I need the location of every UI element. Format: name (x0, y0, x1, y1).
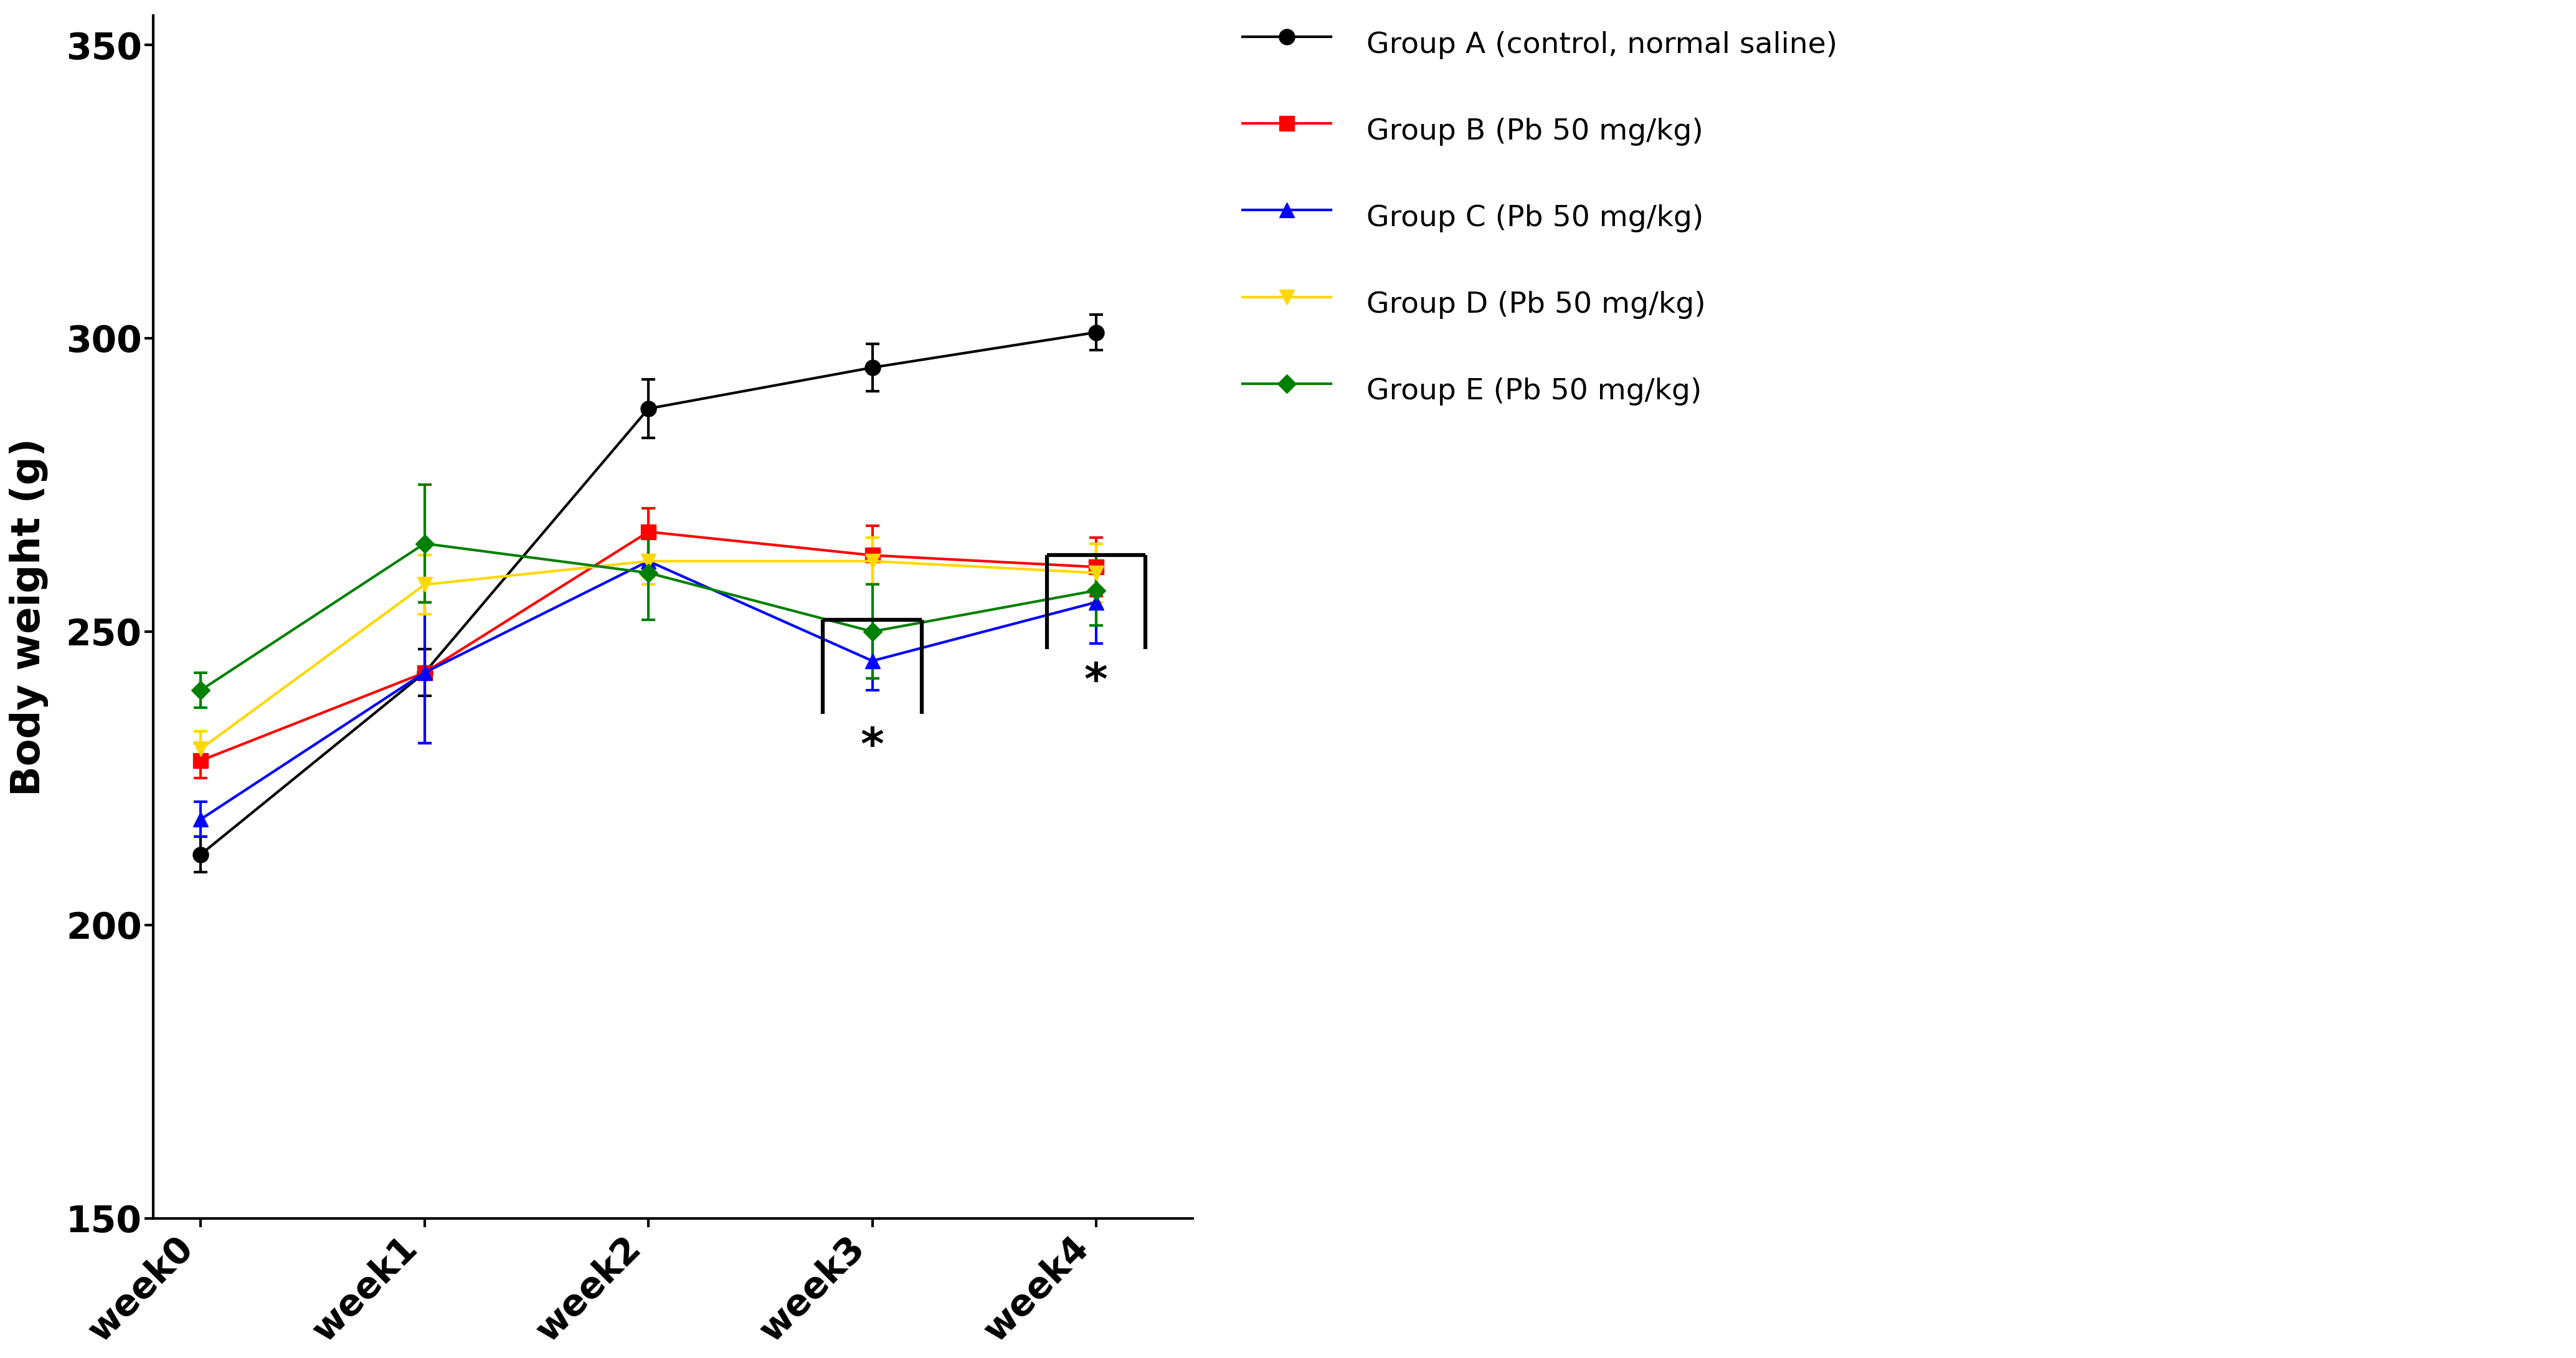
Legend: Group A (control, normal saline), Group B (Pb 50 mg/kg), Group C (Pb 50 mg/kg), : Group A (control, normal saline), Group … (1229, 7, 1852, 428)
Y-axis label: Body weight (g): Body weight (g) (10, 437, 49, 796)
Text: *: * (860, 725, 884, 769)
Text: *: * (1084, 661, 1108, 703)
